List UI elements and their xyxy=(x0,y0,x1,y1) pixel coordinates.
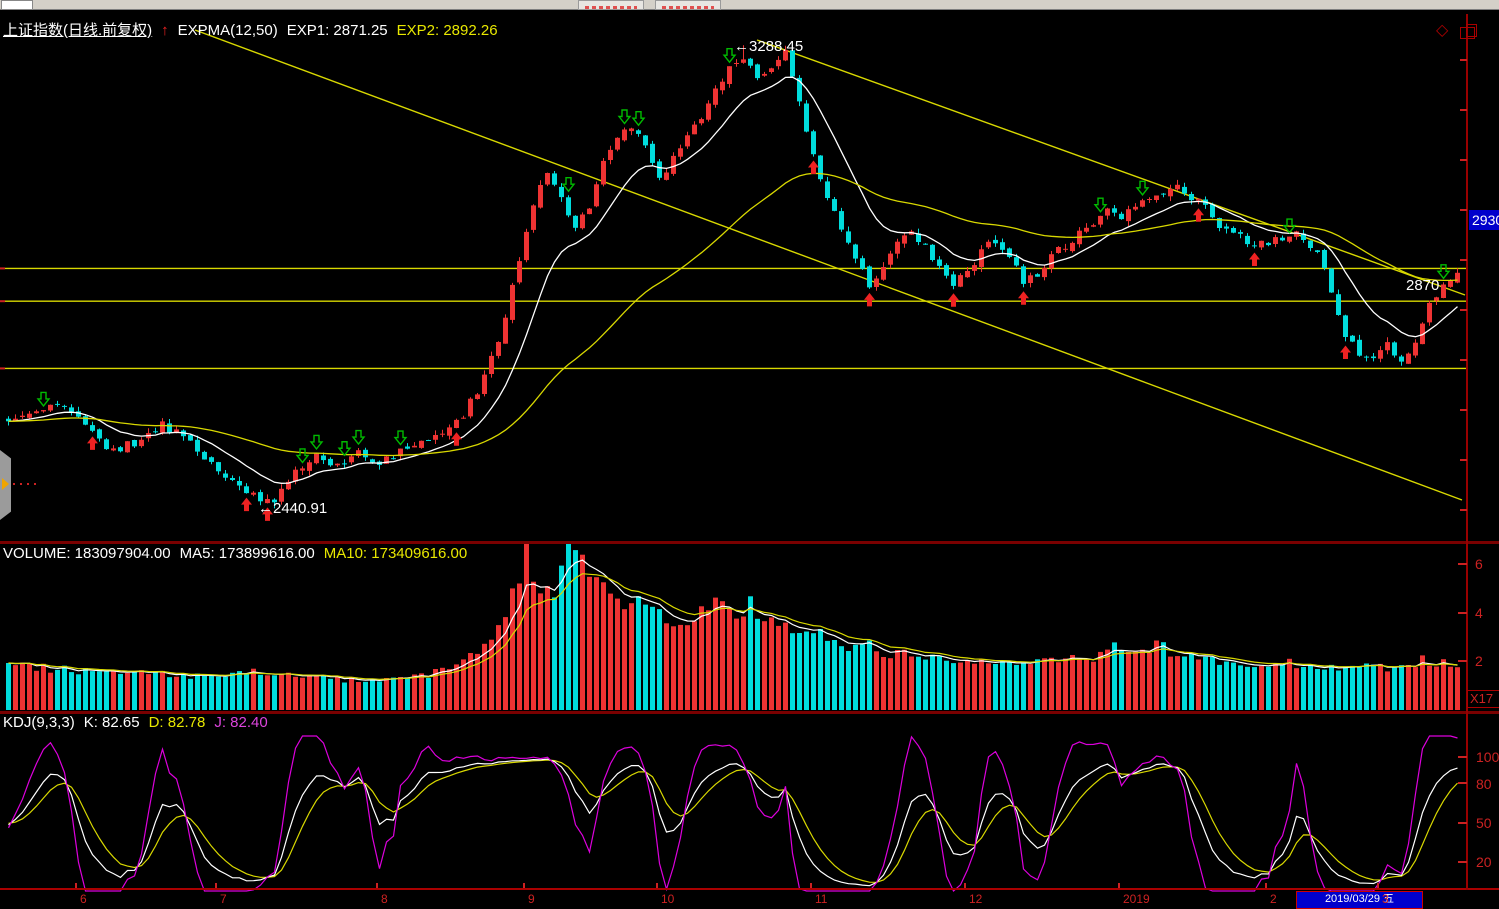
toolbar-button-1[interactable] xyxy=(578,0,644,10)
main-chart-header: 上证指数(日线.前复权) ↑ EXPMA(12,50) EXP1: 2871.2… xyxy=(3,19,498,40)
kdj-axis-label-80: 80 xyxy=(1476,776,1492,792)
chart-canvas[interactable] xyxy=(0,9,1499,897)
volume-axis-label-2: 2 xyxy=(1475,653,1483,669)
toolbar-button-1-text xyxy=(585,6,637,9)
right-price-box: 2930 xyxy=(1469,210,1499,230)
volume-unit-box: X17 xyxy=(1467,690,1499,708)
x-axis-label: 11 xyxy=(815,892,828,906)
volume-value[interactable]: VOLUME: 183097904.00 xyxy=(3,545,171,562)
exp2-value: EXP2: 2892.26 xyxy=(396,22,498,39)
indicator-label[interactable]: EXPMA(12,50) xyxy=(177,22,278,39)
handle-dots xyxy=(13,483,39,485)
top-toolbar xyxy=(0,0,1499,10)
high-annotation: ←3288.45 xyxy=(734,38,804,55)
volume-ma5-value: MA5: 173899616.00 xyxy=(179,545,315,562)
volume-ma10-value: MA10: 173409616.00 xyxy=(323,545,468,562)
kdj-d-value: D: 82.78 xyxy=(148,714,206,731)
x-axis-label: 6 xyxy=(80,892,87,906)
low-annotation: ←2440.91 xyxy=(258,500,328,517)
split-window-icon[interactable] xyxy=(1460,24,1477,39)
kdj-header: KDJ(9,3,3) K: 82.65 D: 82.78 J: 82.40 xyxy=(3,714,268,731)
x-axis-label: 3 xyxy=(1382,892,1389,906)
symbol-title[interactable]: 上证指数(日线.前复权) xyxy=(3,22,153,39)
expand-arrow-icon xyxy=(2,478,9,490)
x-axis-label: 7 xyxy=(220,892,227,906)
x-axis-label: 8 xyxy=(381,892,388,906)
kdj-j-value: J: 82.40 xyxy=(214,714,268,731)
volume-axis-label-6: 6 xyxy=(1475,556,1483,572)
toolbar-button-2[interactable] xyxy=(655,0,721,10)
kdj-label[interactable]: KDJ(9,3,3) xyxy=(3,714,75,731)
x-axis-label: 9 xyxy=(528,892,535,906)
diamond-icon[interactable]: ◇ xyxy=(1436,22,1449,39)
volume-header: VOLUME: 183097904.00 MA5: 173899616.00 M… xyxy=(3,545,467,562)
toolbar-button-2-text xyxy=(662,6,714,9)
x-axis-label: 2 xyxy=(1270,892,1277,906)
exp1-value: EXP1: 2871.25 xyxy=(286,22,388,39)
kdj-k-value: K: 82.65 xyxy=(83,714,140,731)
toolbar-input[interactable] xyxy=(1,0,33,10)
volume-axis-label-4: 4 xyxy=(1475,605,1483,621)
x-axis-label: 12 xyxy=(969,892,983,906)
kdj-axis-label-100: 100 xyxy=(1476,749,1499,765)
cursor-date-box: 2019/03/29 五 xyxy=(1296,891,1423,909)
x-axis-label: 10 xyxy=(661,892,675,906)
kdj-axis-label-50: 50 xyxy=(1476,815,1492,831)
kdj-axis-label-20: 20 xyxy=(1476,854,1492,870)
buy-arrow-icon: ↑ xyxy=(161,22,169,39)
left-panel-expand-handle[interactable] xyxy=(0,450,11,520)
last-price-annotation: 2870 xyxy=(1406,277,1440,294)
x-axis-label: 2019 xyxy=(1123,892,1150,906)
